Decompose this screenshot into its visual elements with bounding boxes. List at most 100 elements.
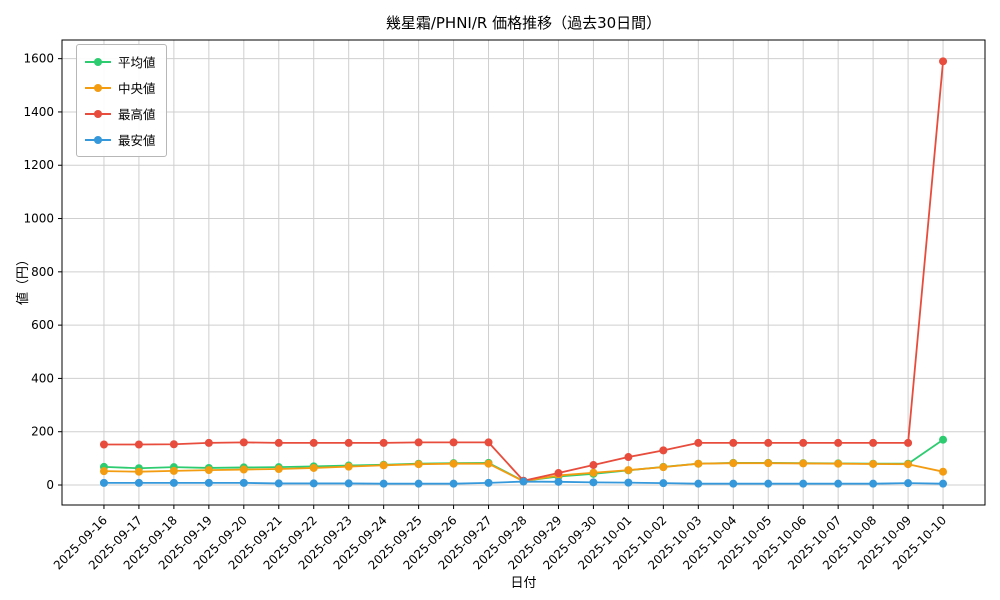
data-point-max [764,438,773,447]
data-point-median [764,459,773,468]
data-point-median [799,459,808,468]
legend-label: 平均値 [118,55,156,70]
data-point-max [904,438,913,447]
chart-title: 幾星霜/PHNI/R 価格推移（過去30日間） [385,14,662,32]
data-point-min [134,478,143,487]
x-axis-label: 日付 [510,576,537,591]
data-point-max [624,453,633,462]
data-point-max [449,438,458,447]
data-point-min [869,479,878,488]
data-point-min [379,479,388,488]
data-point-min [939,479,948,488]
data-point-max [554,469,563,478]
data-point-min [554,477,563,486]
y-tick-label: 600 [31,318,54,332]
data-point-max [239,438,248,447]
y-tick-label: 1600 [23,52,54,66]
data-point-min [764,479,773,488]
y-tick-label: 0 [46,478,54,492]
data-point-max [274,438,283,447]
data-point-min [414,479,423,488]
data-point-median [169,466,178,475]
data-point-max [414,438,423,447]
data-point-median [904,460,913,469]
data-point-min [344,479,353,488]
data-point-median [834,459,843,468]
data-point-max [939,57,948,66]
data-point-max [379,438,388,447]
legend-item-max: 最高値 [85,104,156,123]
y-axis-label: 値（円） [16,252,31,305]
data-point-median [379,461,388,470]
data-point-max [729,438,738,447]
data-point-max [204,438,213,447]
y-tick-label: 200 [31,425,54,439]
y-tick-label: 1000 [23,212,54,226]
data-point-median [869,459,878,468]
data-point-median [99,467,108,476]
data-point-max [659,446,668,455]
data-point-max [869,438,878,447]
legend-label: 最安値 [118,133,156,148]
data-point-median [239,465,248,474]
data-point-median [414,460,423,469]
data-point-median [729,459,738,468]
data-point-max [134,440,143,449]
y-tick-label: 800 [31,265,54,279]
legend-item-min: 最安値 [85,130,156,149]
data-point-min [729,479,738,488]
legend: 平均値中央値最高値最安値 [76,44,167,157]
legend-label: 中央値 [118,81,156,96]
legend-item-average: 平均値 [85,52,156,71]
data-point-max [309,438,318,447]
data-point-min [309,479,318,488]
data-point-median [274,465,283,474]
legend-line-sample [85,57,111,67]
data-point-min [99,478,108,487]
data-point-max [484,438,493,447]
data-point-median [204,466,213,475]
data-point-min [484,478,493,487]
data-point-min [659,479,668,488]
legend-item-median: 中央値 [85,78,156,97]
data-point-min [204,478,213,487]
data-point-min [694,479,703,488]
data-point-min [274,479,283,488]
data-point-median [659,463,668,472]
data-point-median [449,459,458,468]
data-point-min [624,478,633,487]
data-point-min [904,479,913,488]
data-point-median [939,467,948,476]
y-tick-label: 1400 [23,105,54,119]
data-point-max [169,440,178,449]
data-point-min [589,478,598,487]
data-point-median [484,459,493,468]
data-point-min [519,477,528,486]
data-point-min [834,479,843,488]
data-point-min [449,479,458,488]
legend-line-sample [85,83,111,93]
data-point-median [134,467,143,476]
y-tick-label: 1200 [23,158,54,172]
data-point-min [239,478,248,487]
legend-label: 最高値 [118,107,156,122]
data-point-max [344,438,353,447]
data-point-max [834,438,843,447]
y-tick-label: 400 [31,371,54,385]
data-point-median [309,463,318,472]
data-point-min [799,479,808,488]
legend-line-sample [85,135,111,145]
data-point-median [624,466,633,475]
data-point-max [589,461,598,470]
data-point-max [799,438,808,447]
data-point-median [589,468,598,477]
data-point-min [169,478,178,487]
data-point-average [939,435,948,444]
data-point-max [99,440,108,449]
data-point-max [694,438,703,447]
legend-line-sample [85,109,111,119]
data-point-median [694,459,703,468]
data-point-median [344,462,353,471]
